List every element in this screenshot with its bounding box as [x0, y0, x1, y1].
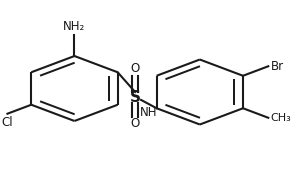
- Text: Cl: Cl: [2, 116, 13, 129]
- Text: S: S: [130, 90, 141, 105]
- Text: NH₂: NH₂: [63, 20, 86, 33]
- Text: Br: Br: [270, 60, 284, 73]
- Text: O: O: [131, 62, 140, 75]
- Text: NH: NH: [140, 106, 157, 119]
- Text: O: O: [131, 118, 140, 130]
- Text: CH₃: CH₃: [270, 113, 291, 123]
